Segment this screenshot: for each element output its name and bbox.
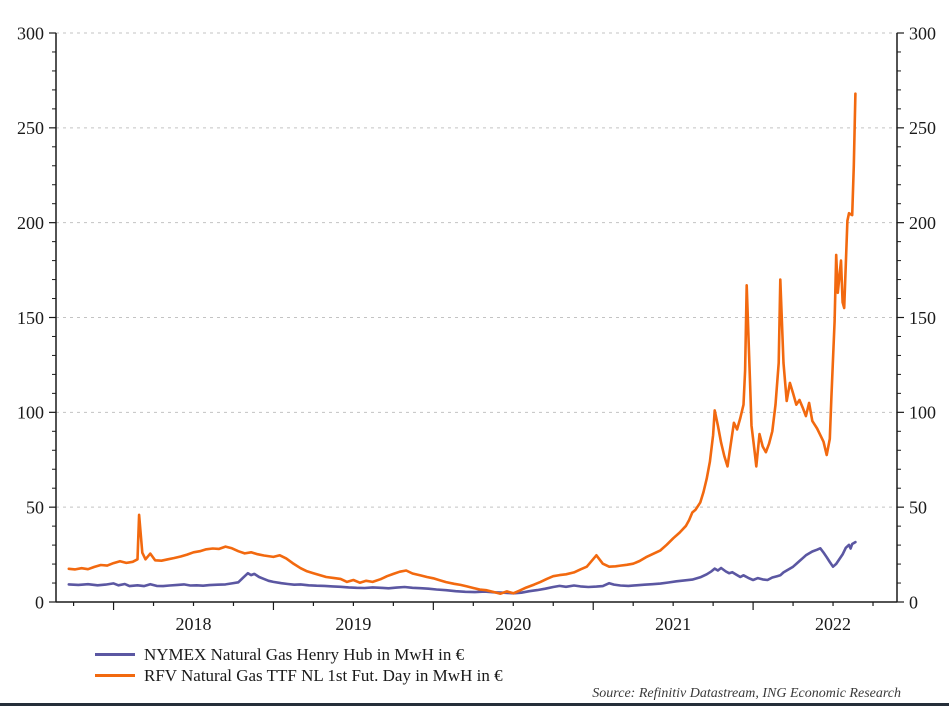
y-tick-label-left: 100 bbox=[17, 403, 44, 423]
x-tick-label: 2018 bbox=[176, 614, 212, 634]
legend-label-nymex: NYMEX Natural Gas Henry Hub in MwH in € bbox=[144, 645, 465, 664]
x-tick-label: 2020 bbox=[495, 614, 531, 634]
y-tick-label-left: 0 bbox=[35, 592, 44, 612]
y-tick-label-right: 200 bbox=[909, 213, 936, 233]
x-tick-label: 2022 bbox=[815, 614, 851, 634]
y-tick-label-right: 50 bbox=[909, 497, 927, 517]
series-line-0 bbox=[67, 540, 857, 595]
y-tick-label-right: 0 bbox=[909, 592, 918, 612]
x-tick-label: 2021 bbox=[655, 614, 691, 634]
y-tick-label-right: 100 bbox=[909, 403, 936, 423]
nymex-line-swatch bbox=[95, 653, 135, 656]
legend-label-ttf: RFV Natural Gas TTF NL 1st Fut. Day in M… bbox=[144, 666, 503, 685]
y-tick-label-right: 250 bbox=[909, 118, 936, 138]
series-line-1 bbox=[67, 92, 857, 596]
source-note: Source: Refinitiv Datastream, ING Econom… bbox=[592, 686, 901, 701]
legend-item-nymex: NYMEX Natural Gas Henry Hub in MwH in € bbox=[95, 644, 503, 665]
x-tick-label: 2019 bbox=[335, 614, 371, 634]
y-tick-label-left: 250 bbox=[17, 118, 44, 138]
y-tick-label-left: 300 bbox=[17, 23, 44, 43]
y-tick-label-right: 150 bbox=[909, 308, 936, 328]
y-tick-label-left: 200 bbox=[17, 213, 44, 233]
y-tick-label-left: 150 bbox=[17, 308, 44, 328]
legend-item-ttf: RFV Natural Gas TTF NL 1st Fut. Day in M… bbox=[95, 665, 503, 686]
y-tick-label-left: 50 bbox=[26, 497, 44, 517]
bottom-divider-bar bbox=[0, 703, 949, 706]
legend: NYMEX Natural Gas Henry Hub in MwH in € … bbox=[95, 644, 503, 686]
y-tick-label-right: 300 bbox=[909, 23, 936, 43]
ttf-line-swatch bbox=[95, 674, 135, 677]
